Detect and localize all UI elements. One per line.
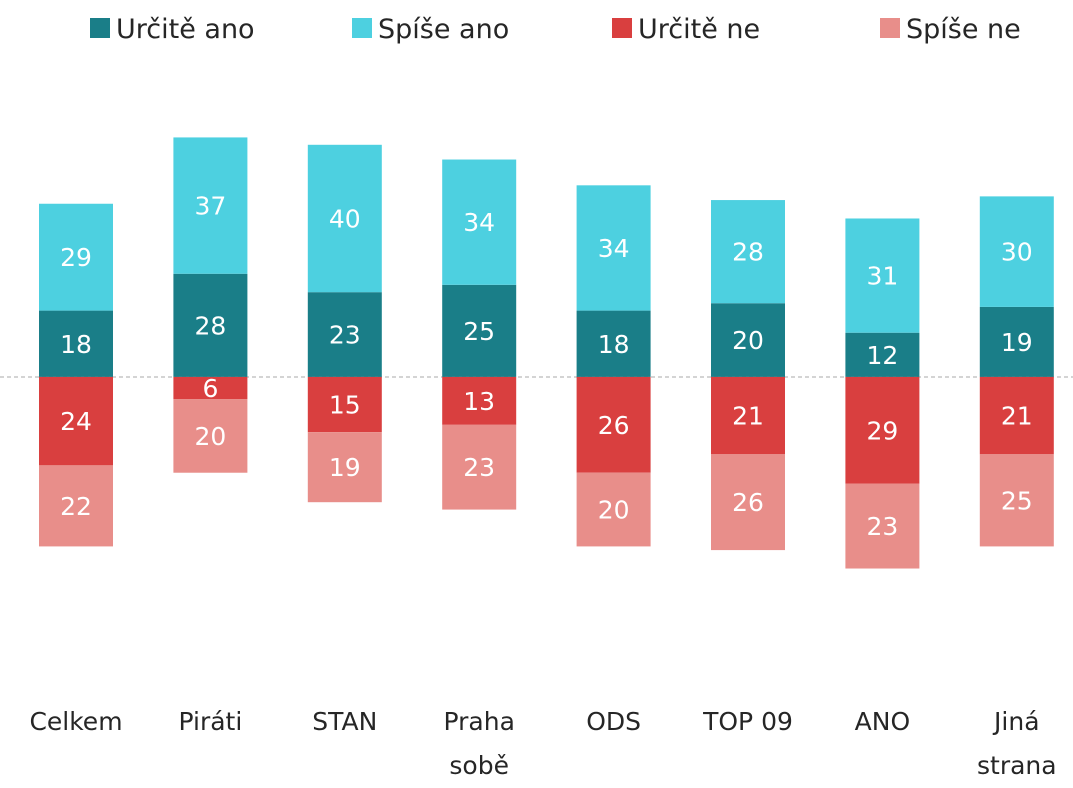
bar-segment — [307, 144, 382, 293]
value-label: 28 — [732, 238, 764, 267]
bar-segment — [979, 376, 1054, 455]
bar-segment — [576, 376, 651, 473]
value-label: 34 — [598, 234, 630, 263]
value-label: 18 — [60, 330, 92, 359]
legend-swatch — [352, 18, 372, 38]
bar-segment — [576, 472, 651, 547]
value-label: 24 — [60, 407, 92, 436]
value-label: 23 — [329, 321, 361, 350]
value-label: 25 — [1001, 486, 1033, 515]
legend-swatch — [612, 18, 632, 38]
value-label: 40 — [329, 204, 361, 233]
value-label: 23 — [463, 453, 495, 482]
value-label: 31 — [866, 262, 898, 291]
bar-segment — [845, 218, 920, 333]
value-label: 29 — [60, 243, 92, 272]
bar-segment — [442, 159, 517, 285]
bar-segment — [711, 200, 785, 304]
category-label: ANO — [854, 707, 911, 736]
legend-label: Určitě ano — [116, 14, 255, 45]
value-label: 20 — [732, 326, 764, 355]
bar-segment — [576, 185, 651, 311]
bar-segment — [173, 399, 248, 473]
bar-segment — [979, 306, 1054, 377]
bar-segment — [307, 292, 382, 377]
bar-segment — [307, 376, 382, 433]
category-label: Piráti — [178, 707, 243, 736]
bar-segment — [711, 454, 785, 551]
value-label: 28 — [194, 311, 226, 340]
bar-segment — [442, 424, 517, 510]
legend-label: Spíše ano — [378, 14, 509, 45]
value-label: 21 — [732, 402, 764, 431]
value-label: 26 — [732, 488, 764, 517]
category-label: Jiná strana — [977, 707, 1057, 780]
bar-segment — [39, 376, 113, 466]
category-label: Praha sobě — [443, 707, 515, 780]
bar-segment — [711, 303, 785, 377]
bar-segment — [173, 273, 248, 377]
value-label: 6 — [202, 374, 218, 403]
value-label: 23 — [866, 512, 898, 541]
bar-segment — [39, 203, 113, 311]
bar-segment — [845, 376, 920, 484]
value-label: 21 — [1001, 402, 1033, 431]
value-label: 20 — [598, 496, 630, 525]
legend-label: Spíše ne — [906, 14, 1021, 45]
value-label: 26 — [598, 411, 630, 440]
category-label: Celkem — [29, 707, 123, 736]
value-label: 25 — [463, 317, 495, 346]
bar-segment — [39, 310, 113, 377]
category-label: STAN — [312, 707, 378, 736]
bar-segment — [39, 465, 113, 547]
bar-segment — [173, 376, 248, 400]
category-label: TOP 09 — [703, 707, 793, 736]
value-label: 19 — [1001, 328, 1033, 357]
bar-segment — [845, 332, 920, 377]
value-label: 30 — [1001, 238, 1033, 267]
bar-segment — [979, 454, 1054, 547]
value-label: 37 — [194, 192, 226, 221]
value-label: 34 — [463, 208, 495, 237]
bar-segment — [307, 432, 382, 503]
bar-segment — [173, 137, 248, 274]
bar-segment — [576, 310, 651, 377]
legend-swatch — [880, 18, 900, 38]
value-label: 13 — [463, 387, 495, 416]
value-label: 19 — [329, 453, 361, 482]
legend-label: Určitě ne — [638, 14, 760, 45]
value-label: 18 — [598, 330, 630, 359]
bar-segment — [442, 376, 517, 425]
legend-swatch — [90, 18, 110, 38]
value-label: 12 — [866, 341, 898, 370]
category-label: ODS — [586, 707, 641, 736]
value-label: 20 — [194, 422, 226, 451]
bar-segment — [845, 483, 920, 569]
value-label: 22 — [60, 492, 92, 521]
bar-segment — [979, 196, 1054, 307]
value-label: 15 — [329, 391, 361, 420]
bar-segment — [711, 376, 785, 455]
value-label: 29 — [866, 416, 898, 445]
bar-segment — [442, 284, 517, 377]
